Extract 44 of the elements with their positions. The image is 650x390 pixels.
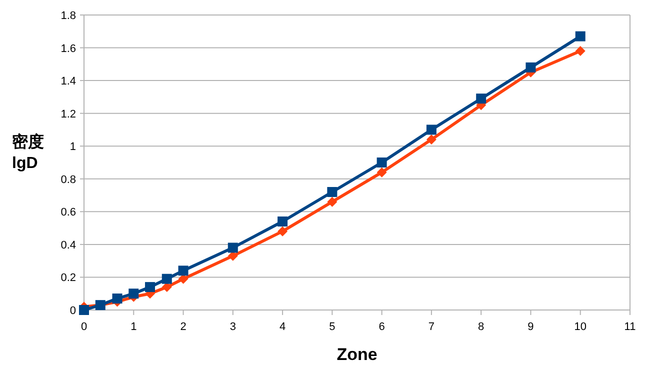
x-tick-label: 4 <box>279 321 286 333</box>
x-tick-label: 5 <box>329 321 336 333</box>
y-tick-label: 0.2 <box>60 272 76 284</box>
y-tick-label: 1 <box>70 141 76 154</box>
point <box>376 167 387 178</box>
point <box>526 62 536 72</box>
point <box>278 216 288 226</box>
point <box>145 282 156 292</box>
x-tick-label: 8 <box>478 321 484 333</box>
point <box>228 242 238 253</box>
x-tick-label: 9 <box>528 321 534 333</box>
x-tick-label: 0 <box>80 321 88 333</box>
point <box>476 94 486 104</box>
point <box>376 158 387 168</box>
point <box>278 226 288 236</box>
x-tick-label: 3 <box>230 321 236 333</box>
point <box>112 294 122 304</box>
point <box>426 124 436 135</box>
point <box>426 134 436 145</box>
point <box>162 274 172 284</box>
point <box>128 288 139 299</box>
point <box>162 282 172 292</box>
x-tick-label: 7 <box>428 321 435 333</box>
point <box>575 46 586 56</box>
x-axis-title: Zone <box>336 345 378 364</box>
y-tick-label: 0.6 <box>60 206 76 219</box>
x-tick-label: 6 <box>378 321 385 333</box>
y-tick-label: 1.4 <box>60 76 76 88</box>
y-tick-label: 1.6 <box>60 42 76 55</box>
x-tick-label: 2 <box>180 321 186 333</box>
x-tick-label: 10 <box>574 321 586 333</box>
y-tick-label: 1.8 <box>60 10 76 22</box>
point <box>327 196 338 207</box>
x-tick-label: 1 <box>130 321 137 333</box>
point <box>575 31 586 42</box>
y-tick-label: 1.2 <box>60 108 76 120</box>
point <box>178 266 188 276</box>
point <box>79 305 89 315</box>
y-axis-title: 密度 lgD <box>12 132 44 172</box>
x-tick-label: 11 <box>624 321 636 333</box>
y-tick-label: 0 <box>70 305 76 317</box>
y-tick-label: 0.4 <box>60 239 76 252</box>
y-tick-label: 0.8 <box>60 174 76 186</box>
point <box>327 187 338 197</box>
